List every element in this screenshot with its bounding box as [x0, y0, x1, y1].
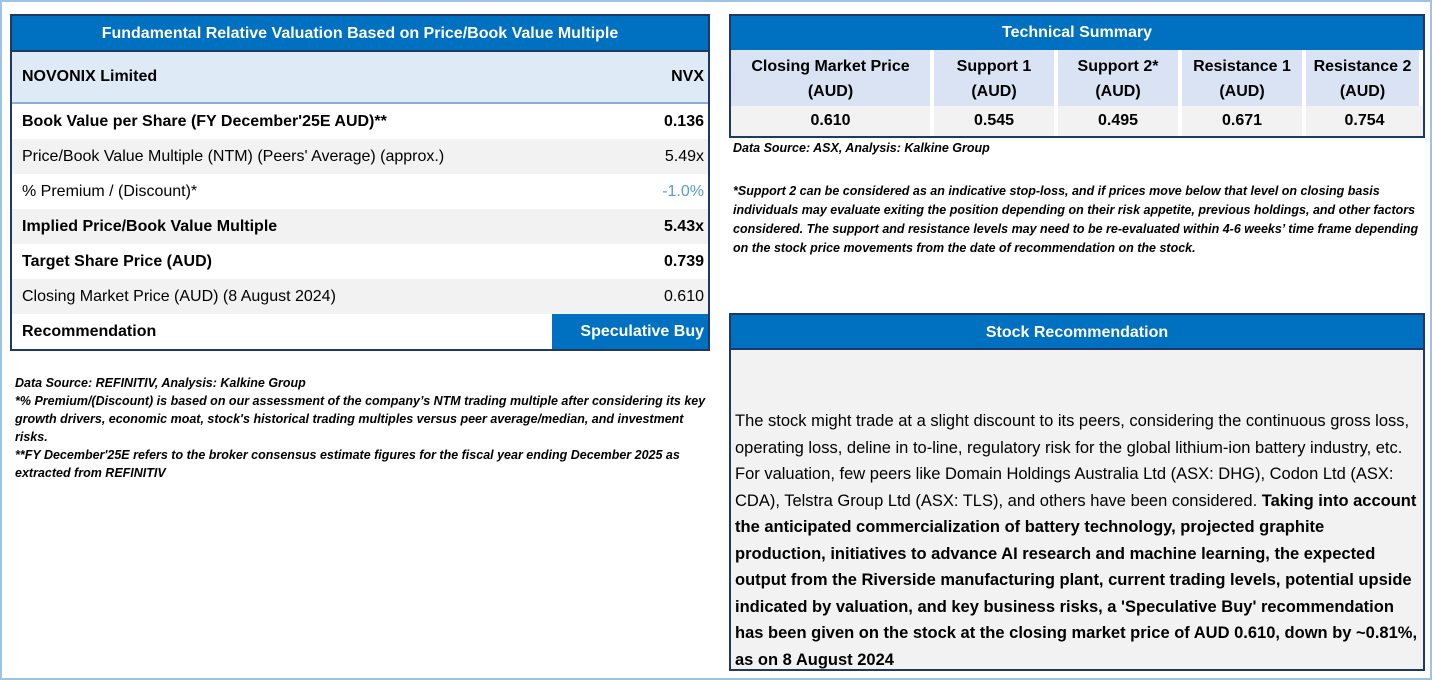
row-value: -1.0%	[662, 182, 704, 200]
stock-recommendation-box: Stock Recommendation The stock might tra…	[729, 313, 1425, 671]
company-name: NOVONIX Limited	[22, 68, 158, 85]
row-value: 5.49x	[664, 147, 704, 165]
cell-value: 0.754	[1306, 106, 1423, 136]
table-row: Target Share Price (AUD) 0.739	[12, 244, 708, 279]
column-header: Resistance 1 (AUD)	[1182, 50, 1306, 106]
row-label: Closing Market Price (AUD) (8 August 202…	[22, 287, 336, 305]
row-label: Price/Book Value Multiple (NTM) (Peers' …	[22, 147, 445, 165]
table-row: Closing Market Price (AUD) (8 August 202…	[12, 279, 708, 314]
column-header: Closing Market Price (AUD)	[731, 50, 934, 106]
row-value: 5.43x	[663, 217, 704, 235]
cell-value: 0.610	[731, 106, 934, 136]
technical-summary-table: Technical Summary Closing Market Price (…	[729, 14, 1425, 138]
technical-title: Technical Summary	[731, 16, 1423, 50]
recommendation-badge: Speculative Buy	[552, 314, 708, 349]
cell-value: 0.671	[1182, 106, 1306, 136]
row-value: 0.739	[663, 252, 704, 270]
recommendation-body: The stock might trade at a slight discou…	[735, 412, 1410, 510]
cell-value: 0.495	[1058, 106, 1182, 136]
data-source: Data Source: REFINITIV, Analysis: Kalkin…	[15, 376, 306, 390]
valuation-notes: Data Source: REFINITIV, Analysis: Kalkin…	[15, 374, 715, 482]
ticker: NVX	[671, 68, 704, 85]
recommendation-row: Recommendation Speculative Buy	[12, 314, 708, 349]
recommendation-conclusion: Taking into account the anticipated comm…	[735, 491, 1418, 669]
valuation-title: Fundamental Relative Valuation Based on …	[12, 16, 708, 52]
company-row: NOVONIX Limited NVX	[12, 52, 708, 104]
row-value: 0.136	[663, 112, 704, 130]
row-label: % Premium / (Discount)*	[22, 182, 198, 200]
row-label: Target Share Price (AUD)	[22, 252, 212, 270]
row-label: Implied Price/Book Value Multiple	[22, 217, 278, 235]
row-label: Book Value per Share (FY December'25E AU…	[22, 112, 387, 130]
recommendation-title: Stock Recommendation	[731, 315, 1423, 350]
valuation-table: Fundamental Relative Valuation Based on …	[10, 14, 710, 351]
column-header: Support 1 (AUD)	[934, 50, 1058, 106]
column-header: Resistance 2 (AUD)	[1306, 50, 1423, 106]
row-label: Recommendation	[22, 322, 157, 340]
footnote-premium: *% Premium/(Discount) is based on our as…	[15, 394, 706, 444]
table-row: Book Value per Share (FY December'25E AU…	[12, 104, 708, 139]
technical-source: Data Source: ASX, Analysis: Kalkine Grou…	[733, 141, 990, 155]
footnote-fy: **FY December'25E refers to the broker c…	[15, 448, 680, 480]
recommendation-text: The stock might trade at a slight discou…	[735, 408, 1419, 673]
row-value: 0.610	[663, 287, 704, 305]
table-row: % Premium / (Discount)* -1.0%	[12, 174, 708, 209]
table-row: Price/Book Value Multiple (NTM) (Peers' …	[12, 139, 708, 174]
column-header: Support 2* (AUD)	[1058, 50, 1182, 106]
technical-note: *Support 2 can be considered as an indic…	[733, 184, 1419, 255]
cell-value: 0.545	[934, 106, 1058, 136]
table-row: Implied Price/Book Value Multiple 5.43x	[12, 209, 708, 244]
